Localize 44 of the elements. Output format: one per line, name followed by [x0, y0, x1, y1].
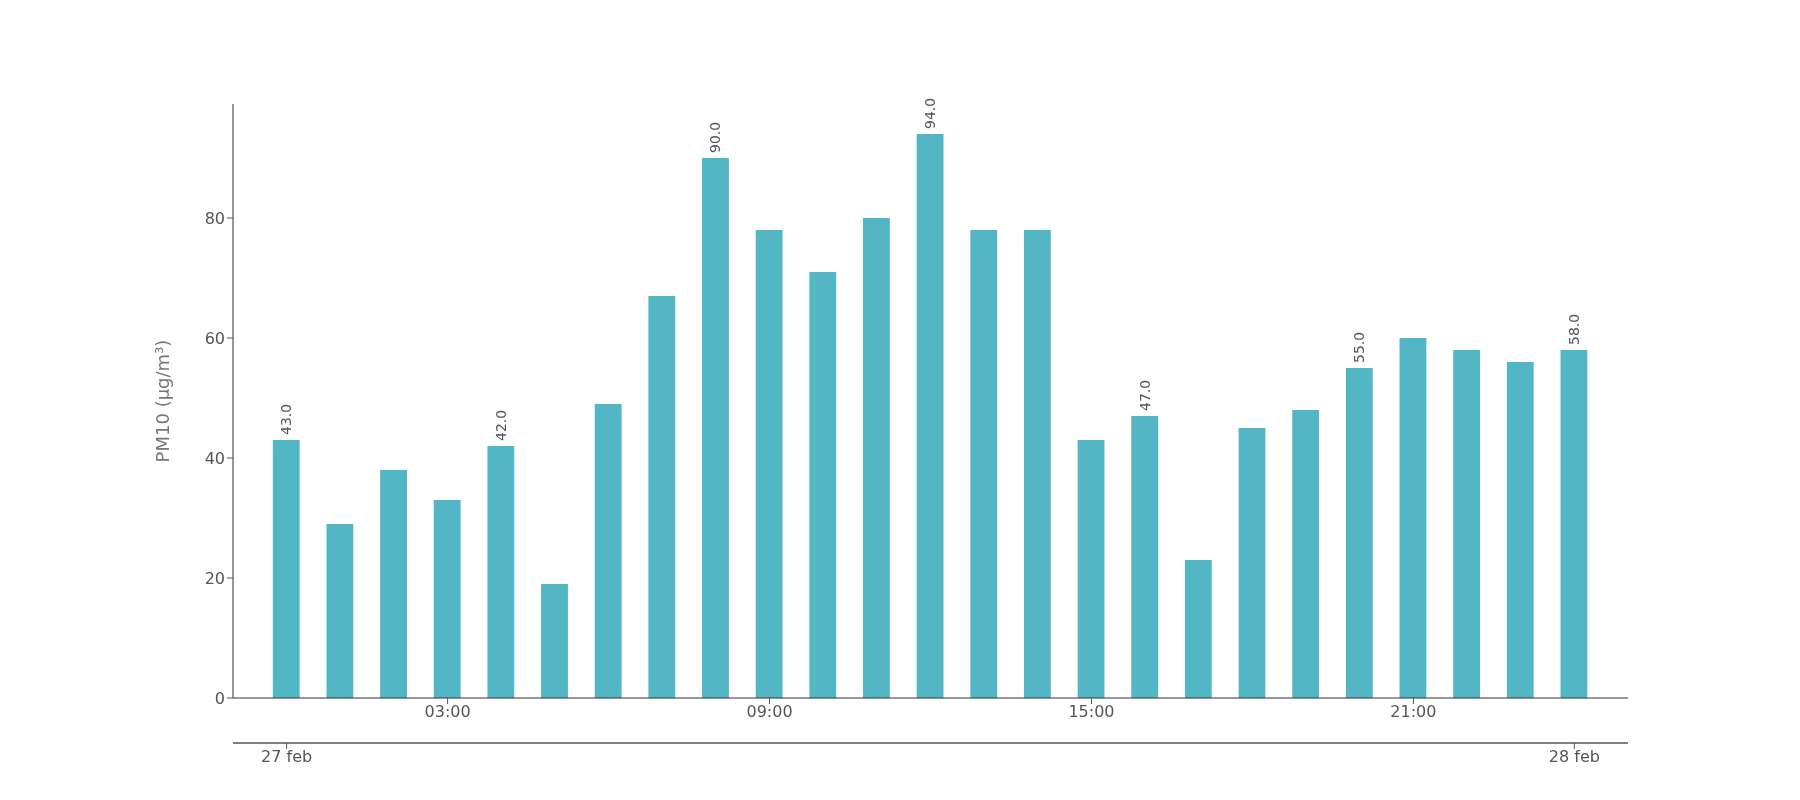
bar: [1238, 428, 1266, 698]
bar: [541, 584, 568, 698]
x2-tick-label: 28 feb: [1548, 747, 1600, 767]
y-tick-label: 20: [204, 568, 225, 588]
bar: [1023, 230, 1051, 698]
bar: [487, 446, 515, 698]
x-tick-label: 21:00: [1390, 702, 1437, 722]
bar: [433, 500, 461, 698]
data-label: 94.0: [922, 97, 939, 129]
bar: [863, 218, 890, 698]
bar: [1131, 416, 1159, 698]
bar: [809, 272, 837, 698]
bar: [380, 470, 407, 698]
bar: [594, 404, 622, 698]
bar: [1399, 338, 1427, 698]
bar: [1560, 350, 1588, 698]
data-label: 90.0: [707, 121, 724, 153]
bar: [1077, 440, 1105, 698]
data-label: 55.0: [1351, 331, 1368, 363]
bar: [1292, 410, 1320, 698]
bar: [970, 230, 998, 698]
y-tick-label: 80: [204, 208, 225, 228]
bar: [326, 524, 354, 698]
data-label: 43.0: [278, 403, 295, 435]
y-tick-label: 0: [214, 688, 225, 708]
bar: [1453, 350, 1481, 698]
bar: [648, 296, 676, 698]
bar: [702, 158, 729, 698]
data-label: 47.0: [1136, 379, 1153, 411]
bar: [916, 134, 944, 698]
y-tick-label: 60: [204, 328, 225, 348]
bar: [272, 440, 300, 698]
x2-tick-label: 27 feb: [261, 747, 313, 767]
x-tick-label: 03:00: [424, 702, 471, 722]
data-label: 42.0: [492, 409, 509, 441]
bar: [1345, 368, 1373, 698]
data-label: 58.0: [1565, 313, 1582, 345]
x-tick-label: 15:00: [1068, 702, 1115, 722]
bar: [1506, 362, 1534, 698]
y-tick-label: 40: [204, 448, 225, 468]
x-tick-label: 09:00: [746, 702, 793, 722]
bar: [1184, 560, 1212, 698]
bar: [755, 230, 783, 698]
y-axis-title: PM10 (μg/m³): [152, 339, 174, 463]
